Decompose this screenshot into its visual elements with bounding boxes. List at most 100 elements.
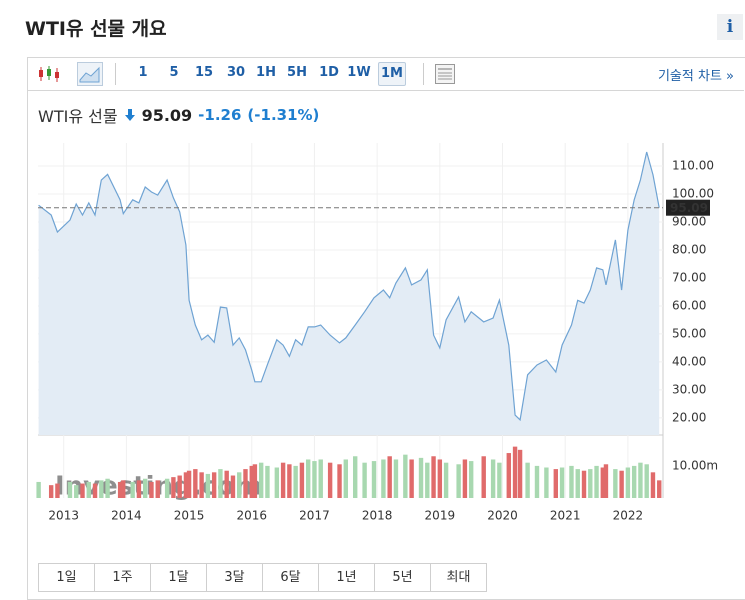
quote-name: WTI유 선물	[38, 107, 118, 126]
volume-bar	[468, 461, 474, 498]
volume-bar	[603, 464, 609, 498]
range-button[interactable]: 6달	[263, 564, 319, 591]
volume-bar	[199, 472, 204, 498]
volume-bar	[337, 464, 342, 498]
volume-bar	[171, 477, 176, 498]
volume-bar	[177, 475, 182, 498]
range-button[interactable]: 최대	[446, 570, 471, 585]
volume-bar	[293, 465, 298, 498]
y-tick-label: 110.00	[672, 158, 714, 172]
volume-bar	[512, 446, 518, 498]
volume-bar	[164, 478, 170, 498]
candle-icon[interactable]	[37, 64, 61, 84]
volume-bar	[353, 456, 358, 498]
separator	[423, 63, 424, 85]
interval-button[interactable]: 15	[194, 65, 214, 80]
quote: WTI유 선물 95.09 -1.26 (-1.31%)	[38, 103, 319, 127]
volume-bar	[193, 469, 198, 498]
volume-bar	[299, 462, 305, 498]
volume-bar	[517, 449, 523, 498]
quote-change-pct: (-1.31%)	[247, 106, 320, 124]
range-button[interactable]: 1년	[319, 564, 375, 591]
volume-bar	[48, 485, 54, 498]
volume-bar	[86, 481, 91, 498]
volume-bar	[249, 465, 254, 498]
range-button[interactable]: 1일	[39, 564, 95, 591]
technical-chart-link[interactable]: 기술적 차트 »	[657, 69, 734, 84]
table-icon[interactable]	[434, 63, 456, 85]
separator	[115, 63, 116, 85]
volume-bar	[525, 462, 530, 498]
range-button[interactable]: 3달	[207, 564, 263, 591]
x-tick-label: 2020	[487, 509, 518, 523]
x-tick-label: 2014	[111, 509, 142, 523]
y-tick-label: 80.00	[672, 242, 706, 256]
volume-bar	[265, 465, 270, 498]
volume-bar	[80, 483, 85, 498]
volume-bar	[136, 480, 142, 498]
volume-bar	[74, 485, 79, 498]
y-tick-label: 60.00	[672, 298, 706, 312]
interval-button[interactable]: 1H	[256, 65, 276, 80]
x-tick-label: 2013	[48, 509, 79, 523]
volume-bar	[613, 469, 618, 498]
volume-bar	[393, 459, 399, 498]
volume-bar	[650, 472, 656, 498]
x-tick-label: 2022	[613, 509, 644, 523]
interval-button[interactable]: 5	[169, 65, 179, 80]
volume-bar	[237, 472, 242, 498]
x-tick-label: 2019	[425, 509, 456, 523]
volume-bar	[67, 481, 73, 498]
last-value-label: 95.09	[670, 201, 708, 215]
price-area	[38, 152, 660, 435]
volume-bar	[318, 459, 323, 498]
volume-bar	[657, 480, 662, 498]
volume-bar	[121, 480, 126, 498]
x-tick-label: 2021	[550, 509, 581, 523]
down-arrow	[124, 109, 135, 121]
volume-bar	[92, 483, 98, 498]
area-icon[interactable]	[77, 62, 103, 86]
volume-bar	[218, 469, 223, 498]
volume-bar	[559, 467, 565, 498]
volume-bar	[362, 462, 367, 498]
volume-bar	[99, 480, 104, 498]
y-tick-label: 30.00	[672, 382, 706, 396]
volume-bar	[534, 465, 540, 498]
volume-bar	[497, 462, 502, 498]
x-tick-label: 2015	[174, 509, 205, 523]
interval-button[interactable]: 1W	[347, 65, 371, 80]
interval-button[interactable]: 5H	[287, 65, 307, 80]
volume-bar	[327, 462, 333, 498]
volume-bar	[625, 467, 631, 498]
range-button[interactable]: 5년	[375, 564, 431, 591]
interval-button[interactable]: 30	[226, 65, 246, 80]
volume-bar	[575, 469, 580, 498]
volume-bar	[274, 467, 280, 498]
y-tick-label: 50.00	[672, 326, 706, 340]
price-line	[38, 151, 660, 422]
volume-bar	[403, 454, 408, 498]
volume-bar	[490, 459, 496, 498]
volume-bar	[544, 467, 549, 498]
volume-bar	[638, 462, 643, 498]
volume-bar	[443, 462, 449, 498]
volume-bar	[581, 470, 587, 498]
info-button[interactable]: i	[717, 14, 743, 40]
interval-button[interactable]: 1M	[378, 62, 406, 86]
interval-button[interactable]: 1D	[319, 65, 339, 80]
x-tick-label: 2016	[236, 509, 267, 523]
range-button[interactable]: 1달	[151, 564, 207, 591]
volume-bar	[252, 464, 258, 498]
volume-bar	[425, 462, 430, 498]
volume-bar	[55, 483, 60, 498]
range-button[interactable]: 1주	[95, 564, 151, 591]
interval-button[interactable]: 1	[138, 65, 148, 80]
volume-bar	[312, 461, 317, 498]
volume-bar	[149, 481, 154, 498]
range-buttons: 1일 1주 1달 3달 6달 1년 5년 최대	[38, 563, 487, 592]
volume-bar	[287, 464, 292, 498]
volume-bar	[418, 457, 424, 498]
y-tick-label: 40.00	[672, 354, 706, 368]
